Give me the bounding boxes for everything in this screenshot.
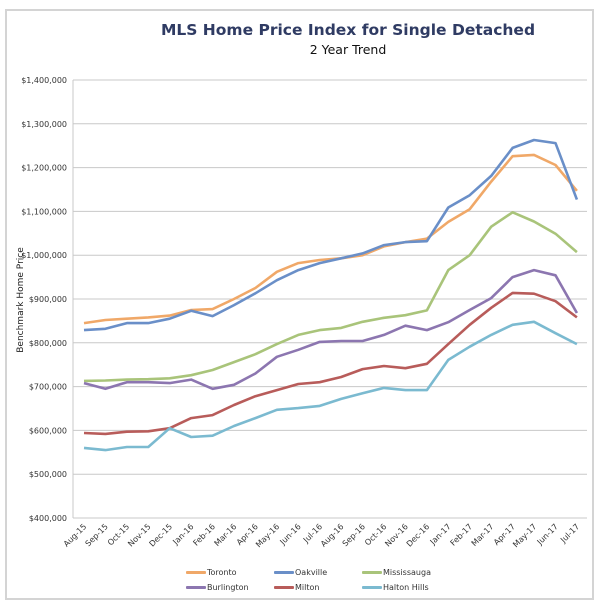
- y-tick-label: $900,000: [29, 295, 67, 304]
- legend-swatch: [186, 585, 206, 589]
- chart-subtitle: 2 Year Trend: [309, 42, 387, 57]
- y-tick-label: $400,000: [29, 514, 67, 523]
- legend-label: Toronto: [207, 567, 237, 577]
- legend-swatch: [274, 585, 294, 589]
- series-line-halton-hills: [83, 320, 578, 452]
- x-tick-label: Dec-16: [405, 522, 432, 549]
- y-axis-ticks: $400,000 $500,000 $600,000 $700,000 $800,000…: [21, 76, 67, 523]
- y-tick-label: $1,100,000: [21, 207, 67, 216]
- legend-swatch: [362, 585, 382, 589]
- y-tick-label: $1,400,000: [21, 76, 67, 85]
- x-tick-label: May-17: [511, 522, 538, 549]
- y-tick-label: $800,000: [29, 339, 67, 348]
- chart-frame: [5, 9, 594, 600]
- x-tick-label: Dec-15: [148, 522, 175, 549]
- x-axis-ticks: Aug-15Sep-15Oct-15Nov-15Dec-15Jan-16Feb-…: [62, 522, 582, 549]
- legend-swatch: [186, 570, 206, 574]
- legend-item-mississauga: Mississauga: [362, 566, 472, 578]
- legend-item-toronto: Toronto: [186, 566, 274, 578]
- x-tick-label: Mar-17: [470, 522, 496, 548]
- x-tick-label: Mar-16: [213, 522, 239, 548]
- x-tick-label: Sep-15: [84, 522, 110, 548]
- x-tick-label: Jun-17: [535, 522, 560, 547]
- x-tick-label: Sep-16: [341, 522, 367, 548]
- x-tick-label: Jun-16: [278, 522, 303, 547]
- legend-label: Burlington: [207, 582, 249, 592]
- legend-item-milton: Milton: [274, 581, 362, 593]
- series-line-toronto: [83, 153, 578, 325]
- legend-item-halton-hills: Halton Hills: [362, 581, 472, 593]
- legend-label: Halton Hills: [383, 582, 429, 592]
- series-line-oakville: [83, 138, 579, 332]
- series-line-burlington: [83, 268, 579, 391]
- gridlines: [72, 79, 587, 519]
- y-tick-label: $1,200,000: [21, 164, 67, 173]
- legend-swatch: [274, 570, 294, 574]
- chart-title: MLS Home Price Index for Single Detached: [160, 21, 536, 39]
- legend-label: Oakville: [295, 567, 328, 577]
- y-tick-label: $1,300,000: [21, 120, 67, 129]
- series-lines: [83, 138, 579, 452]
- x-tick-label: Jan-16: [171, 522, 196, 547]
- series-line-mississauga: [83, 211, 578, 383]
- legend-item-burlington: Burlington: [186, 581, 274, 593]
- y-tick-label: $600,000: [29, 426, 67, 435]
- series-line-milton: [83, 291, 578, 436]
- legend-label: Mississauga: [383, 567, 431, 577]
- x-tick-label: Jan-17: [428, 522, 453, 547]
- legend-label: Milton: [295, 582, 320, 592]
- x-tick-label: Feb-16: [191, 522, 217, 548]
- y-axis-label: Benchmark Home Price: [16, 247, 26, 353]
- y-tick-label: $700,000: [29, 383, 67, 392]
- x-tick-label: Jul-17: [558, 522, 581, 545]
- y-tick-label: $1,000,000: [21, 251, 67, 260]
- legend: Toronto Oakville Mississauga Burlington Milt…: [186, 566, 486, 593]
- x-tick-label: Feb-17: [449, 522, 475, 548]
- y-tick-label: $500,000: [29, 470, 67, 479]
- legend-swatch: [362, 570, 382, 574]
- x-tick-label: Aug-15: [62, 522, 89, 549]
- x-tick-label: Aug-16: [319, 522, 346, 549]
- x-tick-label: May-16: [254, 522, 281, 549]
- legend-item-oakville: Oakville: [274, 566, 362, 578]
